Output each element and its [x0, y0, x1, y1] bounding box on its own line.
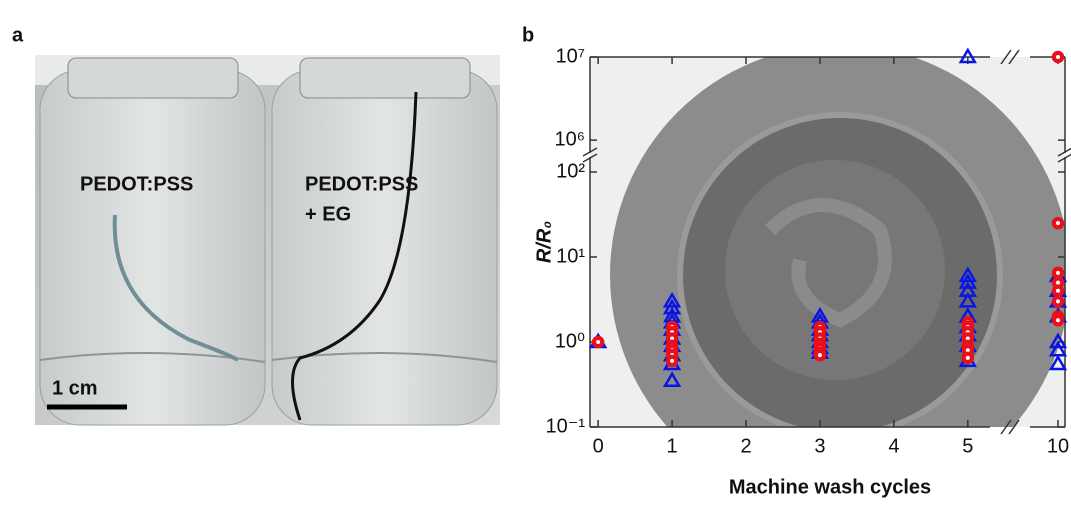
axis-break	[1057, 147, 1071, 157]
point-highlight	[1056, 318, 1060, 323]
point-highlight	[670, 336, 675, 341]
x-tick-label: 2	[740, 435, 751, 457]
axis-break	[1008, 49, 1020, 65]
photo: PEDOT:PSS PEDOT:PSS + EG 1 cm	[35, 55, 500, 426]
data-point	[662, 291, 682, 308]
data-point	[958, 291, 977, 308]
x-tick-label: 1	[667, 435, 678, 457]
point-highlight	[1056, 280, 1060, 285]
point-highlight	[596, 339, 601, 344]
point-highlight	[965, 355, 970, 360]
x-tick-label: 5	[962, 435, 973, 457]
point-highlight	[1056, 288, 1060, 293]
x-tick-label: 10	[1047, 435, 1069, 457]
point-highlight	[965, 348, 970, 353]
background-photo	[590, 57, 1065, 427]
x-tick-label: 4	[888, 435, 899, 457]
axis-break	[1008, 419, 1020, 435]
y-tick-label: 10⁶	[555, 128, 585, 150]
axis-break	[582, 147, 598, 157]
point-highlight	[1056, 299, 1060, 304]
point-highlight	[817, 353, 822, 358]
x-tick-label: 3	[814, 435, 825, 457]
vial-label: PEDOT:PSS	[80, 173, 193, 195]
vial-label: PEDOT:PSS	[305, 173, 418, 195]
x-tick-label: 0	[593, 435, 604, 457]
point-highlight	[1056, 221, 1060, 226]
y-tick-label: 10⁷	[556, 45, 585, 67]
data-point	[958, 273, 977, 289]
point-highlight	[965, 336, 970, 341]
point-highlight	[670, 358, 675, 363]
axis-break	[1057, 153, 1071, 163]
axis-break	[1000, 49, 1012, 65]
data-point	[662, 371, 682, 387]
y-tick-label: 10¹	[556, 245, 585, 267]
data-point	[958, 266, 977, 283]
panel-label: a	[12, 24, 24, 46]
point-highlight	[1056, 270, 1060, 275]
y-tick-label: 10²	[556, 160, 585, 182]
y-tick-label: 10⁻¹	[546, 415, 586, 437]
data-point	[1048, 354, 1068, 371]
point-highlight	[1056, 55, 1060, 59]
x-axis-title: Machine wash cycles	[729, 476, 931, 498]
data-point	[958, 47, 977, 64]
panel-label: b	[522, 24, 534, 46]
vial-label: + EG	[305, 203, 351, 225]
y-axis-title: R/R₀	[533, 221, 555, 263]
y-tick-label: 10⁰	[555, 330, 585, 352]
scale-bar-label: 1 cm	[52, 377, 98, 399]
axis-break	[1000, 419, 1012, 435]
data-point	[1048, 332, 1068, 349]
axis-break	[582, 153, 598, 163]
